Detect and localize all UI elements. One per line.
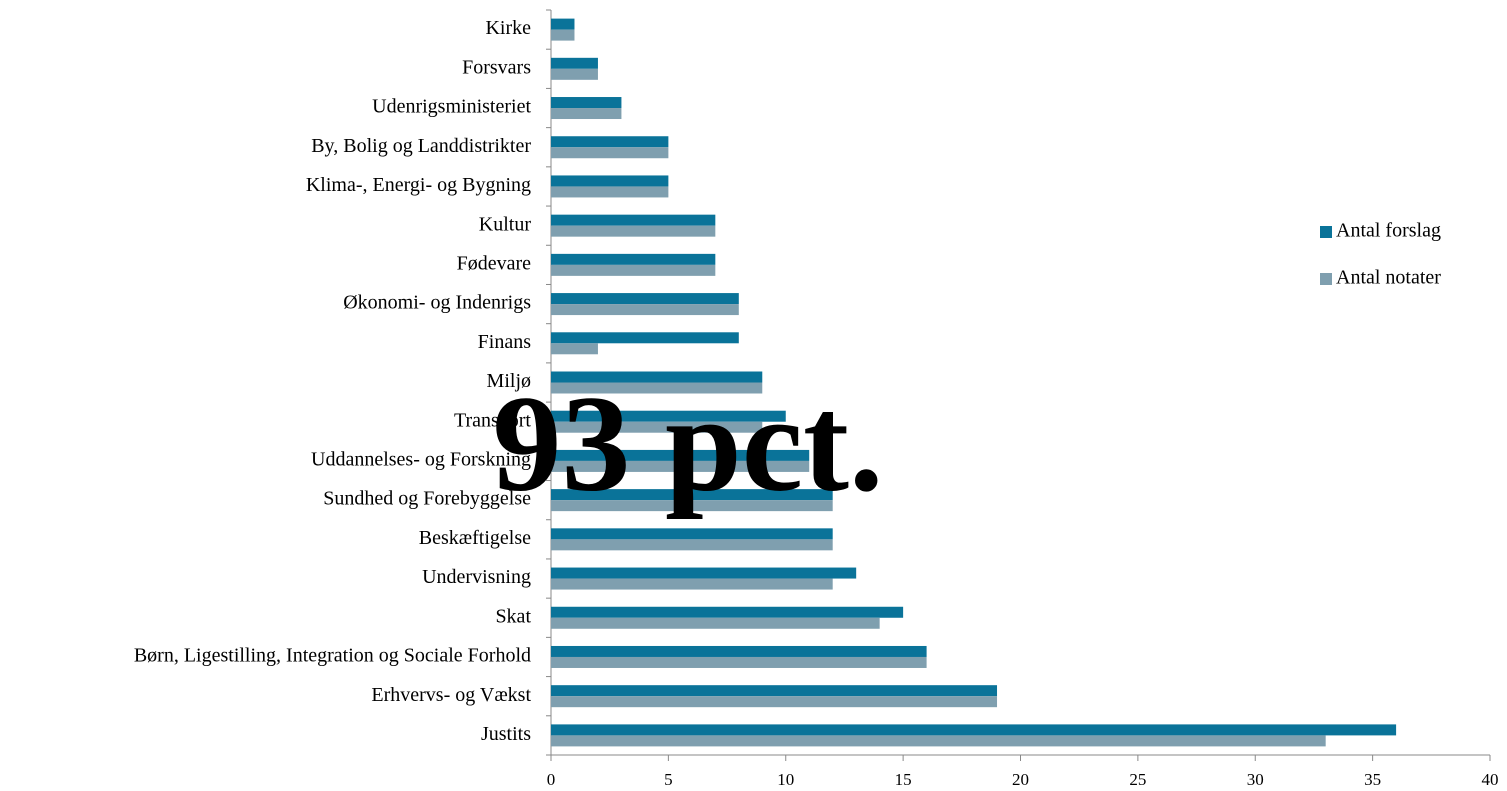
bar [551, 68, 598, 80]
bar [551, 175, 669, 187]
x-tick-label: 25 [1129, 770, 1146, 789]
y-tick-label: Transport [454, 409, 531, 431]
bar [551, 57, 598, 69]
y-tick-label: Erhvervs- og Vækst [371, 684, 531, 706]
x-tick-label: 15 [895, 770, 912, 789]
legend-label: Antal notater [1336, 267, 1441, 289]
bar [551, 567, 857, 579]
bar [551, 489, 833, 501]
bar [551, 421, 763, 433]
bar [551, 147, 669, 159]
y-tick-label: Skat [495, 605, 531, 627]
bar [551, 225, 716, 237]
bar [551, 332, 739, 344]
bar [551, 18, 575, 30]
bar [551, 539, 833, 551]
y-tick-label: Uddannelses- og Forskning [311, 449, 531, 471]
bar [551, 617, 880, 629]
bar [551, 696, 998, 708]
bar [551, 578, 833, 590]
bar [551, 656, 927, 668]
y-tick-label: Justits [481, 723, 531, 745]
x-tick-label: 0 [547, 770, 556, 789]
bar [551, 293, 739, 305]
bar [551, 214, 716, 226]
x-tick-label: 10 [777, 770, 794, 789]
bar [551, 136, 669, 148]
bar [551, 304, 739, 316]
x-tick-label: 20 [1012, 770, 1029, 789]
bar [551, 108, 622, 120]
y-tick-label: Finans [478, 331, 532, 353]
legend-swatch [1320, 273, 1332, 285]
bar [551, 685, 998, 697]
bar [551, 29, 575, 41]
y-tick-label: Økonomi- og Indenrigs [343, 292, 531, 314]
bar [551, 500, 833, 512]
bar [551, 343, 598, 355]
legend-swatch [1320, 226, 1332, 238]
bar [551, 186, 669, 198]
bar [551, 606, 904, 618]
y-tick-label: Forsvars [462, 56, 531, 78]
bar [551, 449, 810, 461]
legend-label: Antal forslag [1336, 220, 1441, 242]
bar [551, 735, 1326, 747]
x-tick-label: 5 [664, 770, 673, 789]
x-tick-label: 30 [1247, 770, 1264, 789]
bar [551, 264, 716, 276]
y-tick-label: Kirke [485, 17, 531, 39]
y-tick-label: Udenrigsministeriet [372, 96, 531, 118]
annotation: 93 pct. [493, 367, 884, 520]
y-tick-label: Børn, Ligestilling, Integration og Socia… [134, 645, 531, 667]
bar [551, 97, 622, 109]
bar [551, 382, 763, 394]
bar [551, 724, 1397, 736]
bar [551, 645, 927, 657]
bar [551, 460, 810, 472]
bar [551, 528, 833, 540]
bar [551, 371, 763, 383]
y-tick-label: By, Bolig og Landdistrikter [311, 135, 531, 157]
y-tick-label: Miljø [487, 370, 531, 392]
x-tick-label: 35 [1364, 770, 1381, 789]
y-tick-label: Kultur [479, 213, 532, 235]
y-tick-label: Undervisning [422, 566, 531, 588]
bar [551, 253, 716, 265]
y-tick-label: Beskæftigelse [419, 527, 531, 549]
y-tick-label: Sundhed og Forebyggelse [323, 488, 531, 510]
bar [551, 410, 786, 422]
x-tick-label: 40 [1482, 770, 1499, 789]
y-tick-label: Fødevare [457, 252, 532, 274]
y-tick-label: Klima-, Energi- og Bygning [306, 174, 531, 196]
